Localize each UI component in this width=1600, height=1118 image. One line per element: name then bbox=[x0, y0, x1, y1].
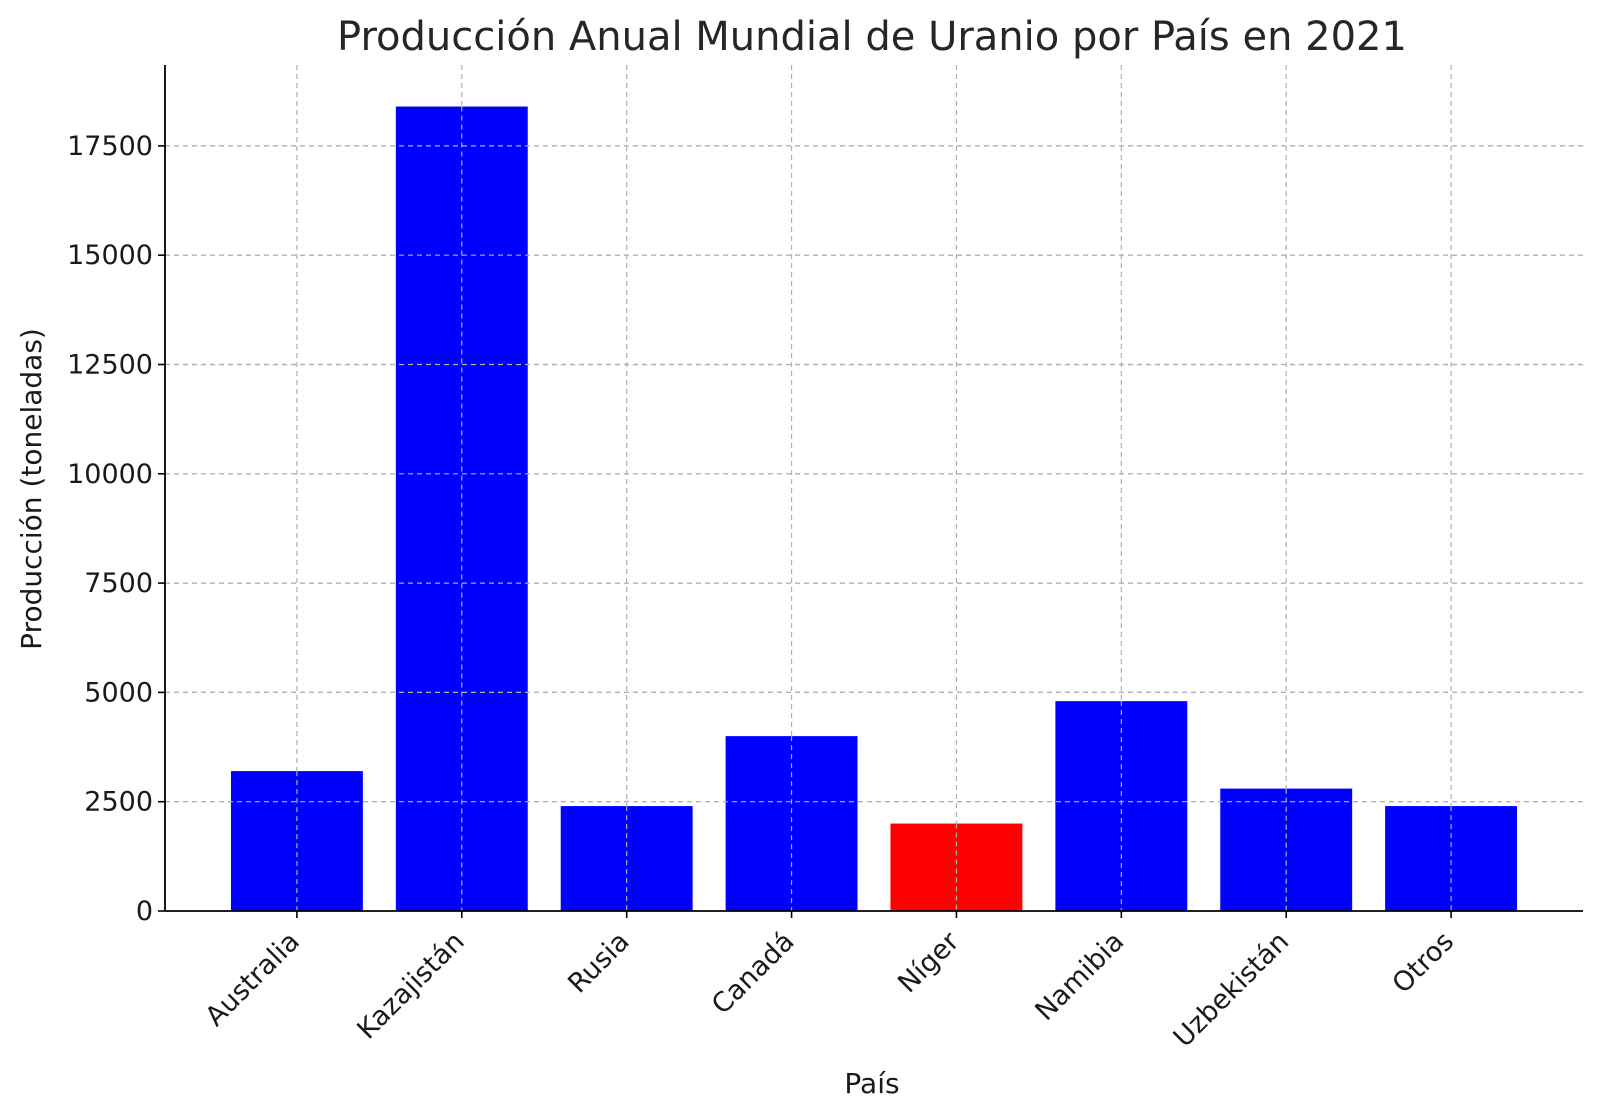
chart-title: Producción Anual Mundial de Uranio por P… bbox=[337, 14, 1407, 60]
y-tick-label: 10000 bbox=[67, 459, 153, 490]
y-tick-label: 7500 bbox=[84, 568, 153, 599]
x-tick-label: Namibia bbox=[1029, 926, 1130, 1027]
y-tick-label: 12500 bbox=[67, 349, 153, 380]
y-tick-label: 2500 bbox=[84, 787, 153, 818]
x-tick-label: Uzbekistán bbox=[1168, 926, 1295, 1053]
x-tick-label: Canadá bbox=[706, 926, 801, 1021]
y-tick-label: 0 bbox=[136, 896, 153, 927]
axes bbox=[158, 65, 1583, 918]
y-tick-labels: 0 2500 5000 7500 10000 12500 15000 17500 bbox=[67, 131, 153, 927]
bar-australia bbox=[230, 771, 363, 911]
bars bbox=[165, 106, 1583, 911]
x-tick-label: Rusia bbox=[562, 926, 635, 999]
y-tick-label: 15000 bbox=[67, 240, 153, 271]
bar-rusia bbox=[560, 806, 693, 911]
x-tick-label: Níger bbox=[892, 925, 966, 999]
x-tick-labels: Australia Kazajistán Rusia Canadá Níger Namib… bbox=[199, 925, 1460, 1053]
bar-otros bbox=[1385, 806, 1518, 911]
y-axis-title: Producción (toneladas) bbox=[15, 328, 48, 650]
x-tick-label: Otros bbox=[1387, 926, 1460, 999]
x-axis-title: País bbox=[844, 1067, 899, 1100]
x-tick-label: Kazajistán bbox=[351, 926, 470, 1045]
grid-lines bbox=[165, 65, 1583, 911]
y-tick-label: 5000 bbox=[84, 677, 153, 708]
x-tick-label: Australia bbox=[199, 926, 305, 1032]
y-tick-label: 17500 bbox=[67, 131, 153, 162]
